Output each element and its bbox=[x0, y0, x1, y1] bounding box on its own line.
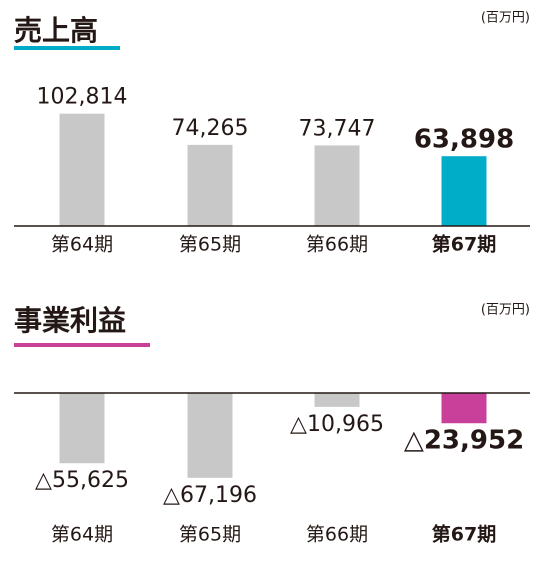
value-label: 74,265 bbox=[172, 116, 249, 141]
value-label: 73,747 bbox=[299, 116, 376, 141]
bar bbox=[59, 393, 105, 464]
bar bbox=[314, 393, 360, 407]
category-label: 第64期 bbox=[51, 524, 113, 546]
title-underline bbox=[14, 46, 120, 50]
value-label: △67,196 bbox=[163, 483, 257, 508]
category-label: 第67期 bbox=[432, 233, 496, 256]
value-label: 102,814 bbox=[37, 85, 128, 110]
bar bbox=[187, 393, 233, 478]
bar bbox=[441, 156, 487, 226]
bar bbox=[59, 113, 105, 226]
category-label: 第66期 bbox=[306, 524, 368, 546]
value-label: △55,625 bbox=[35, 468, 129, 493]
value-label: 63,898 bbox=[414, 125, 514, 155]
bar bbox=[314, 145, 360, 226]
category-label: 第65期 bbox=[179, 234, 241, 256]
unit-label: (百万円) bbox=[481, 303, 530, 318]
chart-title: 売上高 bbox=[14, 14, 98, 47]
bar bbox=[441, 393, 487, 424]
unit-label: (百万円) bbox=[481, 11, 530, 26]
bar bbox=[187, 144, 233, 226]
title-underline bbox=[14, 343, 150, 347]
category-label: 第66期 bbox=[306, 234, 368, 256]
category-label: 第67期 bbox=[432, 523, 496, 546]
chart-title: 事業利益 bbox=[14, 304, 126, 337]
value-label: △23,952 bbox=[404, 426, 524, 456]
value-label: △10,965 bbox=[290, 412, 384, 437]
category-label: 第65期 bbox=[179, 524, 241, 546]
category-label: 第64期 bbox=[51, 234, 113, 256]
